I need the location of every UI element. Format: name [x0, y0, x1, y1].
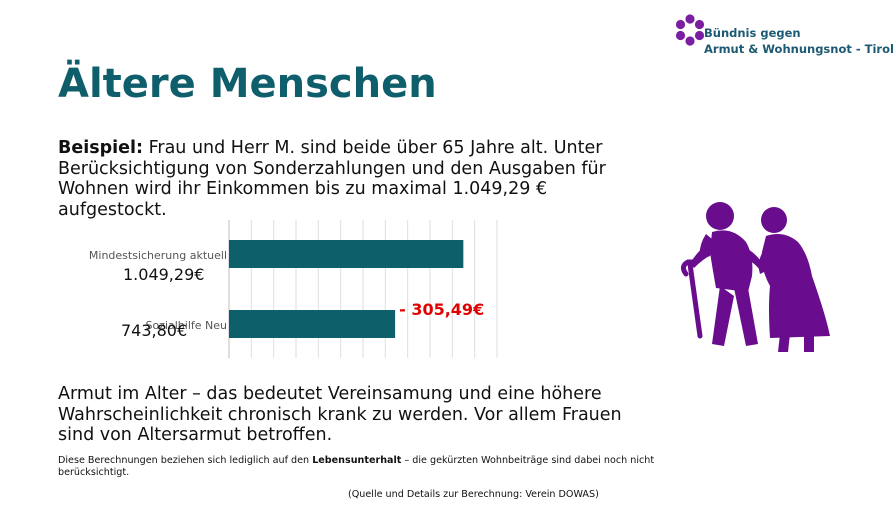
buendnis-logo: Bündnis gegen Armut & Wohnungsnot - Tiro… [674, 14, 894, 58]
source-note: (Quelle und Details zur Berechnung: Vere… [348, 489, 599, 500]
intro-paragraph: Beispiel: Frau und Herr M. sind beide üb… [58, 138, 658, 220]
note-after: – die gekürzten Wohnbeiträge sind dabei … [58, 455, 655, 478]
income-comparison-chart: Mindestsicherung aktuell 1.049,29€ Sozialh… [60, 216, 520, 362]
chart-bar-2 [229, 310, 396, 338]
page-title: Ältere Menschen [58, 61, 437, 107]
calculation-note: Diese Berechnungen beziehen sich ledigli… [58, 455, 658, 479]
chart-value-label: 743,80€ [121, 321, 187, 340]
intro-label: Beispiel: [58, 138, 144, 158]
note-before: Diese Berechnungen beziehen sich ledigli… [58, 455, 313, 466]
intro-text: Frau und Herr M. sind beide über 65 Jahr… [58, 138, 606, 220]
logo-dot [694, 19, 705, 30]
poverty-paragraph: Armut im Alter – das bedeutet Vereinsamu… [58, 384, 622, 445]
logo-line-1: Bündnis gegen [704, 26, 801, 40]
logo-dot [675, 19, 686, 30]
note-bold: Lebensunterhalt [312, 455, 402, 466]
chart-difference-label: - 305,49€ [399, 300, 484, 319]
logo-dot [685, 36, 695, 46]
chart-category-label: Mindestsicherung aktuell [89, 249, 227, 262]
chart-svg: Mindestsicherung aktuell 1.049,29€ Sozialh… [89, 220, 498, 358]
logo-dot [675, 30, 686, 41]
logo-dots-icon [675, 14, 705, 46]
elderly-couple-icon [676, 196, 838, 360]
logo-text: Bündnis gegen Armut & Wohnungsnot - Tiro… [704, 25, 894, 57]
logo-dot [685, 14, 695, 24]
chart-category-label: Sozialhilfe Neu [145, 319, 227, 332]
logo-line-2: Armut & Wohnungsnot - Tirol [704, 42, 894, 56]
chart-value-label: 1.049,29€ [123, 265, 204, 284]
elderly-couple-svg [680, 202, 830, 352]
chart-bar-1 [229, 240, 464, 268]
logo-dot [694, 30, 705, 41]
